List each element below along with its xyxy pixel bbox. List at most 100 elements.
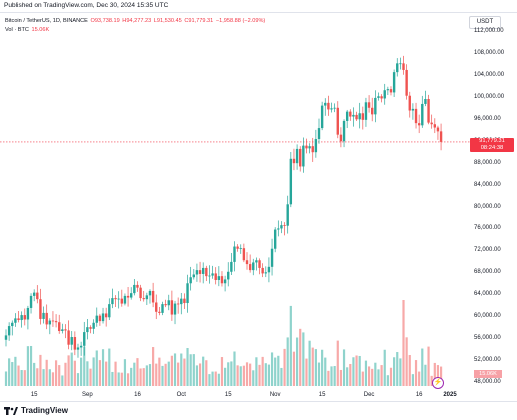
candle-body [377, 96, 380, 98]
candle-body [76, 347, 80, 350]
candle-body [95, 315, 98, 323]
candle-body [386, 89, 390, 91]
candle-body [223, 279, 227, 284]
volume-badge: 15.06K [474, 370, 502, 378]
time-tick: Dec [363, 392, 375, 398]
volume-bar [36, 368, 39, 386]
tradingview-logo[interactable]: TradingView [4, 406, 68, 415]
volume-bar [411, 374, 414, 386]
candle-body [345, 111, 349, 121]
candle-body [358, 113, 361, 120]
candle-body [23, 315, 26, 320]
volume-bar [101, 349, 105, 386]
candle-body [98, 315, 102, 322]
candle-body [424, 99, 427, 104]
volume-bar [164, 363, 167, 386]
volume-bar [405, 337, 408, 386]
volume-bar [4, 371, 8, 386]
volume-bar [183, 358, 186, 386]
volume-bar [283, 348, 286, 386]
candle-body [280, 225, 283, 229]
volume-bar [186, 348, 189, 386]
candle-body [145, 295, 149, 300]
volume-bar [374, 362, 377, 386]
volume-bar [170, 355, 173, 386]
volume-bar [355, 355, 358, 386]
candle-body [26, 307, 30, 320]
price-tick: 108,000.00 [474, 49, 505, 56]
lightning-icon[interactable]: ⚡ [432, 377, 444, 389]
price-tick: 56,000.00 [474, 335, 501, 342]
volume-bar [249, 363, 252, 386]
volume-bar [399, 358, 402, 386]
candle-body [20, 315, 23, 321]
volume-bar [327, 370, 330, 386]
time-tick: 2025 [443, 392, 457, 398]
last-price: 91,779.31 [479, 138, 505, 144]
candle-body [439, 131, 443, 142]
candle-body [45, 312, 48, 325]
symbol-title[interactable]: Bitcoin / TetherUS, 1D, BINANCE [5, 18, 88, 24]
volume-bar [358, 355, 361, 386]
candle-body [317, 128, 321, 140]
candle-body [79, 345, 83, 348]
candle-body [51, 320, 55, 322]
candle-body [148, 290, 152, 296]
candle-body [239, 248, 242, 249]
candle-body [299, 148, 302, 167]
price-tick: 48,000.00 [474, 379, 501, 385]
volume-bar [383, 349, 386, 386]
candle-body [161, 304, 164, 313]
candle-body [58, 322, 61, 331]
candle-body [136, 284, 139, 288]
volume-bar [317, 362, 321, 386]
candle-body [180, 298, 183, 305]
volume-bar [89, 368, 92, 386]
volume-bar [242, 365, 245, 386]
volume-bar [17, 365, 20, 386]
volume-bar [58, 365, 61, 386]
volume-bar [280, 367, 283, 386]
volume-bar [286, 337, 289, 386]
volume-bar [330, 366, 333, 386]
candle-body [142, 298, 145, 300]
bar-countdown: 08:24:38 [480, 145, 504, 151]
currency-selector[interactable]: USDT [469, 16, 501, 29]
candle-body [302, 145, 305, 167]
volume-bar [198, 363, 202, 386]
legend-high: H94,277.23 [122, 18, 152, 24]
volume-bar [252, 370, 255, 386]
volume-bar [148, 364, 152, 386]
volume-bar [23, 370, 26, 386]
candle-body [402, 63, 405, 70]
volume-bar [167, 361, 170, 386]
volume-bar [83, 346, 86, 386]
candle-body [111, 298, 114, 305]
volume-bar [361, 371, 364, 386]
candle-body [61, 329, 64, 331]
volume-bar [342, 349, 346, 386]
candle-body [286, 204, 289, 226]
volume-bar [427, 346, 430, 386]
price-scale[interactable]: 112,000.00 108,000.00 104,000.00 100,000.00… [474, 0, 517, 420]
candle-body [170, 300, 174, 315]
candle-body [155, 302, 158, 312]
volume-label[interactable]: Vol · BTC [5, 27, 29, 33]
legend-low: L91,530.45 [153, 18, 182, 24]
volume-bar [145, 365, 148, 386]
candle-body [164, 304, 167, 306]
candle-body [258, 260, 261, 268]
volume-bar [305, 358, 308, 386]
candle-body [314, 139, 318, 153]
volume-bar [277, 355, 280, 386]
candle-body [245, 260, 249, 265]
price-tick: 88,000.00 [474, 159, 501, 166]
volume-bar [239, 366, 242, 386]
candle-body [36, 292, 39, 300]
candle-body [380, 96, 383, 99]
candle-body [101, 313, 105, 322]
price-tick: 64,000.00 [474, 291, 501, 298]
chart-pane[interactable] [0, 12, 517, 402]
volume-bar [95, 350, 98, 386]
